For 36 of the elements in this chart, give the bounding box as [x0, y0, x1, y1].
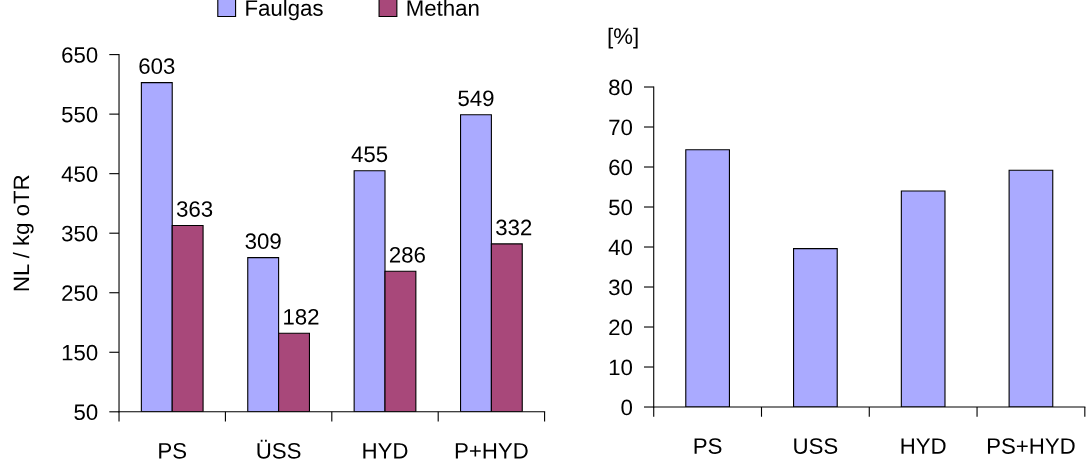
- data-label: 549: [458, 90, 494, 107]
- x-tick-label: PS+HYD: [987, 438, 1075, 454]
- data-label: 455: [351, 146, 388, 163]
- y-axis-title: [%]: [608, 27, 638, 49]
- y-axis-title: NL / kg oTR: [12, 175, 34, 291]
- data-label: 309: [245, 233, 281, 250]
- x-tick-label: HYD: [363, 443, 408, 459]
- y-tick-label: 550: [62, 106, 98, 123]
- y-tick-label: 80: [609, 79, 633, 96]
- legend-label: Faulgas: [246, 0, 323, 21]
- y-tick-label: 450: [61, 166, 98, 182]
- x-tick-label: PS: [159, 442, 187, 459]
- data-label: 286: [389, 247, 425, 263]
- y-tick-label: 650: [62, 47, 98, 63]
- legend-label: Methan: [407, 0, 479, 16]
- y-tick-label: 10: [609, 359, 633, 376]
- x-tick-label: ÜSS: [257, 439, 301, 459]
- x-tick-label: P+HYD: [455, 443, 528, 459]
- x-tick-label: HYD: [901, 438, 946, 454]
- y-tick-label: 20: [609, 319, 633, 336]
- data-label: 332: [496, 219, 532, 236]
- y-tick-label: 50: [74, 404, 98, 421]
- y-tick-label: 70: [609, 119, 633, 136]
- x-tick-label: USS: [794, 438, 838, 454]
- y-tick-label: 50: [609, 199, 633, 216]
- y-tick-label: 150: [62, 344, 98, 361]
- data-label: 182: [284, 308, 319, 325]
- data-label: 363: [176, 201, 213, 217]
- y-tick-label: 0: [621, 399, 633, 416]
- data-label: 603: [139, 58, 175, 75]
- y-tick-label: 350: [61, 225, 98, 242]
- y-tick-label: 30: [609, 279, 633, 296]
- y-tick-label: 60: [609, 159, 633, 176]
- y-tick-label: 250: [62, 285, 98, 301]
- y-tick-label: 40: [608, 239, 633, 256]
- x-tick-label: PS: [694, 438, 722, 454]
